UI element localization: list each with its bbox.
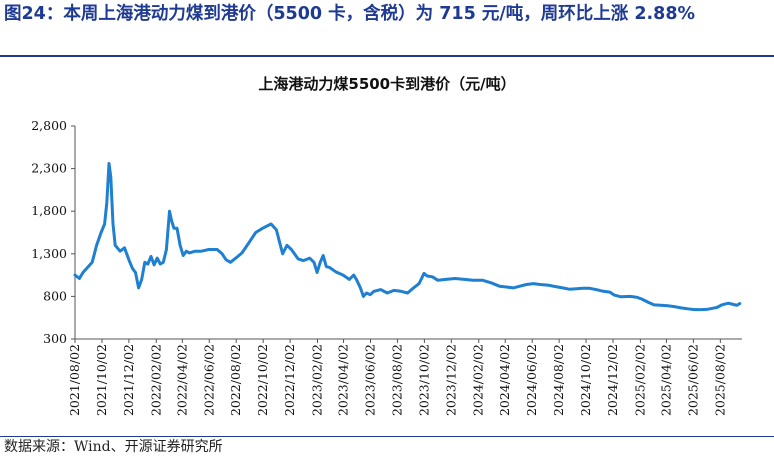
x-tick-label: 2023/04/02 [336, 344, 351, 416]
figure-title: 图24：本周上海港动力煤到港价（5500 卡，含税）为 715 元/吨，周环比上… [4, 4, 696, 24]
x-tick-label: 2022/02/02 [148, 344, 163, 416]
x-tick-label: 2023/10/02 [416, 344, 431, 416]
x-tick-label: 2024/10/02 [578, 344, 593, 416]
x-tick-label: 2022/10/02 [255, 344, 270, 416]
x-tick-label: 2024/12/02 [605, 344, 620, 416]
price-series-line [73, 162, 742, 312]
y-tick-label: 2,300 [31, 161, 67, 176]
y-tick-label: 2,800 [31, 118, 67, 133]
x-tick-label: 2024/04/02 [497, 344, 512, 416]
x-tick-label: 2025/04/02 [658, 344, 673, 416]
x-tick-label: 2023/12/02 [443, 344, 458, 416]
chart-title: 上海港动力煤5500卡到港价（元/吨） [258, 75, 515, 93]
x-tick-label: 2023/06/02 [363, 344, 378, 416]
x-tick-label: 2022/08/02 [228, 344, 243, 416]
y-tick-label: 1,300 [31, 246, 67, 261]
x-tick-label: 2021/08/02 [67, 344, 82, 416]
x-tick-label: 2021/10/02 [94, 344, 109, 416]
x-tick-label: 2025/08/02 [712, 344, 727, 416]
source-divider [0, 436, 774, 437]
series-layer [73, 162, 742, 312]
x-tick-label: 2023/08/02 [389, 344, 404, 416]
x-tick-label: 2021/12/02 [121, 344, 136, 416]
x-tick-label: 2025/06/02 [685, 344, 700, 416]
x-tick-label: 2022/06/02 [201, 344, 216, 416]
x-tick-label: 2024/06/02 [524, 344, 539, 416]
x-tick-label: 2022/12/02 [282, 344, 297, 416]
x-tick-label: 2023/02/02 [310, 344, 325, 416]
x-tick-label: 2022/04/02 [174, 344, 189, 416]
source-note: 数据来源：Wind、开源证券研究所 [4, 439, 223, 455]
y-tick-label: 1,800 [31, 203, 67, 218]
y-tick-label: 800 [43, 288, 67, 303]
x-tick-label: 2025/02/02 [632, 344, 647, 416]
x-tick-label: 2024/02/02 [471, 344, 486, 416]
y-axis: 300 800 1,300 1,800 2,300 2,800 [31, 118, 76, 346]
x-tick-label: 2024/08/02 [551, 344, 566, 416]
x-axis: 2021/08/02 2021/10/02 2021/12/02 2022/02/02… [67, 338, 742, 416]
y-tick-label: 300 [43, 331, 67, 346]
line-chart: 上海港动力煤5500卡到港价（元/吨） 300 800 1,300 1,800 2,30… [31, 75, 742, 416]
title-divider [0, 55, 774, 57]
